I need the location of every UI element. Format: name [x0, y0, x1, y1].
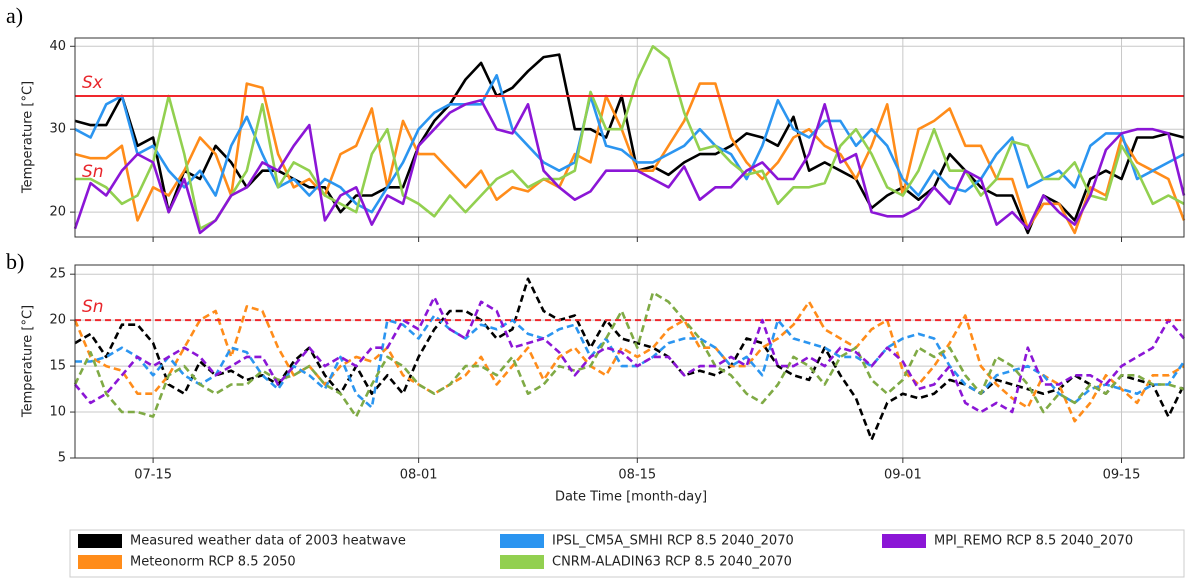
- legend-label: IPSL_CM5A_SMHI RCP 8.5 2040_2070: [552, 534, 794, 549]
- legend-swatch: [882, 534, 926, 548]
- y-axis-label: Temperature [°C]: [21, 305, 36, 418]
- x-tick-label: 09-01: [884, 468, 922, 483]
- data-line: [74, 295, 1185, 414]
- x-tick-label: 08-15: [618, 468, 656, 483]
- data-line: [75, 314, 1186, 409]
- y-tick-label: 15: [49, 359, 66, 374]
- y-tick-label: 25: [49, 267, 66, 282]
- annotation: Sn: [82, 162, 104, 182]
- plot-frame: [74, 37, 1185, 238]
- data-line: [74, 53, 1185, 235]
- x-tick-label: 07-15: [134, 468, 172, 483]
- reference-label: Sn: [82, 297, 104, 317]
- x-axis-label: Date Time [month-day]: [555, 490, 707, 505]
- legend-label: Measured weather data of 2003 heatwave: [130, 534, 406, 549]
- y-tick-label: 5: [58, 451, 66, 466]
- panel-label: a): [6, 3, 23, 28]
- legend-swatch: [500, 555, 544, 569]
- data-line: [74, 277, 1186, 441]
- panel-label: b): [6, 249, 24, 274]
- legend-label: Meteonorm RCP 8.5 2050: [130, 555, 296, 570]
- x-tick-label: 09-15: [1103, 468, 1141, 483]
- data-line: [73, 291, 1185, 418]
- plot-frame: [74, 264, 1185, 459]
- y-tick-label: 20: [49, 313, 66, 328]
- data-line: [73, 98, 1186, 235]
- reference-label: Sx: [82, 73, 104, 93]
- data-line: [75, 45, 1185, 230]
- y-tick-label: 40: [49, 39, 66, 54]
- legend-label: MPI_REMO RCP 8.5 2040_2070: [934, 534, 1133, 549]
- y-tick-label: 30: [49, 122, 66, 137]
- x-tick-label: 08-01: [400, 468, 438, 483]
- data-line: [73, 300, 1185, 423]
- y-axis-label: Temperature [°C]: [21, 81, 36, 194]
- y-tick-label: 10: [49, 405, 66, 420]
- legend-label: CNRM-ALADIN63 RCP 8.5 2040_2070: [552, 555, 792, 570]
- data-line: [74, 82, 1186, 235]
- legend-swatch: [500, 534, 544, 548]
- legend-box: [69, 529, 1185, 578]
- legend-swatch: [78, 555, 122, 569]
- legend-swatch: [78, 534, 122, 548]
- y-tick-label: 20: [49, 205, 66, 220]
- data-line: [74, 74, 1185, 214]
